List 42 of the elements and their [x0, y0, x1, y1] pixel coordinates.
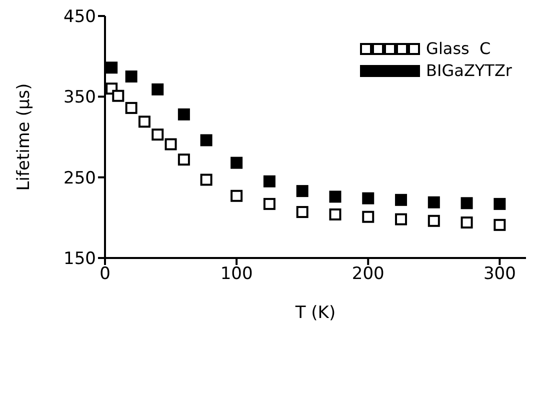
point — [164, 138, 177, 150]
point — [106, 62, 118, 74]
point — [112, 90, 124, 102]
y-axis-title: Lifetime (μs) — [14, 83, 34, 191]
x-tick-label: 100 — [220, 264, 253, 284]
x-axis-title: T (K) — [294, 303, 336, 323]
point — [428, 214, 440, 227]
point — [329, 208, 342, 220]
y-tick-label: 250 — [64, 168, 96, 188]
point — [428, 196, 440, 208]
point — [200, 174, 212, 186]
y-tick-label: 450 — [64, 7, 96, 28]
point — [200, 134, 212, 146]
point — [152, 128, 164, 141]
point — [395, 213, 408, 226]
point — [395, 194, 408, 206]
point — [494, 218, 506, 231]
x-tick-label: 200 — [352, 264, 384, 284]
point — [494, 198, 506, 210]
point — [329, 190, 342, 203]
y-tick-label: 350 — [64, 88, 96, 108]
point — [460, 197, 473, 210]
point — [125, 70, 138, 82]
point — [178, 108, 190, 120]
point — [138, 116, 150, 128]
x-tick-label: 0 — [100, 264, 110, 284]
point — [230, 156, 243, 169]
point — [263, 175, 276, 188]
y-tick-label: 150 — [64, 249, 96, 270]
legend-label: Glass C — [426, 38, 491, 60]
point — [362, 210, 374, 223]
point — [230, 190, 243, 202]
x-tick-label: 300 — [483, 264, 516, 284]
point — [178, 154, 190, 166]
point — [125, 102, 138, 114]
point — [152, 83, 164, 96]
point — [362, 192, 374, 204]
point — [296, 185, 308, 198]
legend-label: BIGaZYTZr — [426, 60, 512, 82]
point — [296, 206, 308, 218]
point — [263, 198, 276, 210]
point — [460, 216, 473, 229]
